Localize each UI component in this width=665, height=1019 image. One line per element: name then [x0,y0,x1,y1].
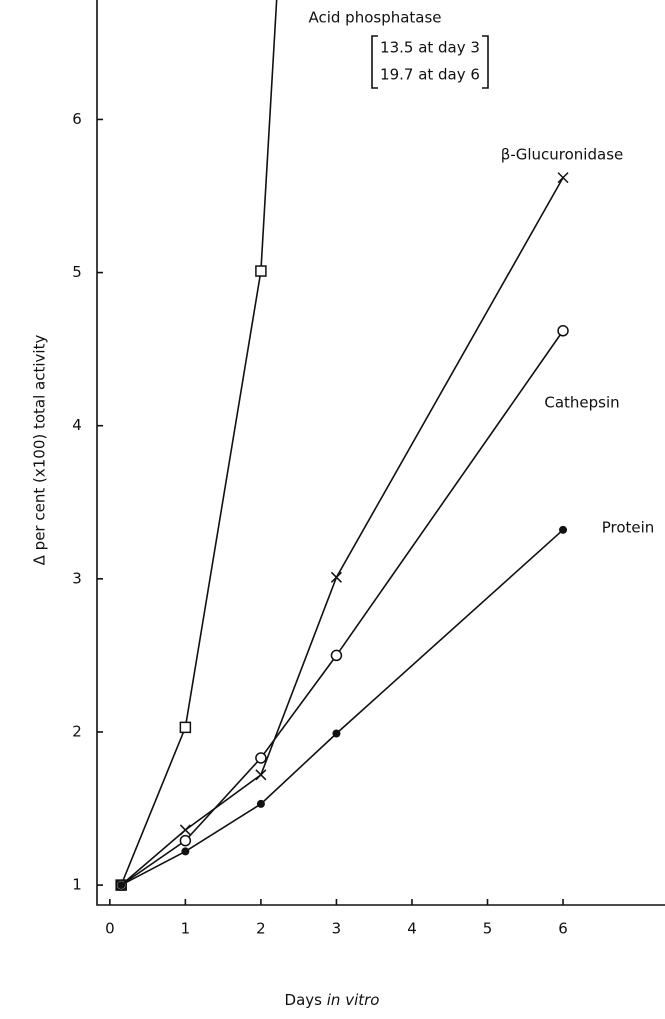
axes [96,0,665,906]
series-line [120,177,564,886]
x-axis-title: Days in vitro [285,991,380,1009]
marker [332,729,341,738]
y-tick-label: 4 [72,416,82,434]
marker [255,752,267,764]
x-tick-label: 4 [407,920,417,938]
plot-area [115,0,569,891]
marker [256,799,265,808]
y-tick-label: 3 [72,569,82,587]
y-tick-label: 2 [72,722,82,740]
series-label: Protein [602,519,655,537]
series-line [120,0,278,886]
x-tick-label: 0 [105,920,115,938]
y-tick-label: 6 [72,110,82,128]
series-label: Acid phosphatase [308,9,441,27]
marker [117,881,126,890]
x-tick-label: 6 [558,920,568,938]
x-tick-label: 3 [332,920,342,938]
bracket [371,35,489,89]
series-line [120,330,564,886]
annotation: 19.7 at day 6 [380,66,480,84]
marker [179,824,191,836]
marker [557,325,569,337]
series-label: β-Glucuronidase [501,146,623,164]
y-tick-label: 5 [72,263,82,281]
x-axis-title-italic: in vitro [327,991,380,1009]
marker [179,834,192,847]
marker [330,649,343,662]
marker [181,847,190,856]
y-axis-title: Δ per cent (x100) total activity [31,335,49,566]
marker [255,265,267,277]
marker [330,571,342,583]
series-label: Cathepsin [544,394,619,412]
marker [179,721,192,734]
marker [255,769,267,781]
x-axis-title-main: Days [285,991,323,1009]
x-tick-label: 5 [483,920,493,938]
marker [559,525,568,534]
annotation: 13.5 at day 3 [380,39,480,57]
x-tick-label: 1 [181,920,191,938]
x-tick-label: 2 [256,920,266,938]
y-tick-label: 1 [72,876,82,894]
marker [557,172,569,184]
